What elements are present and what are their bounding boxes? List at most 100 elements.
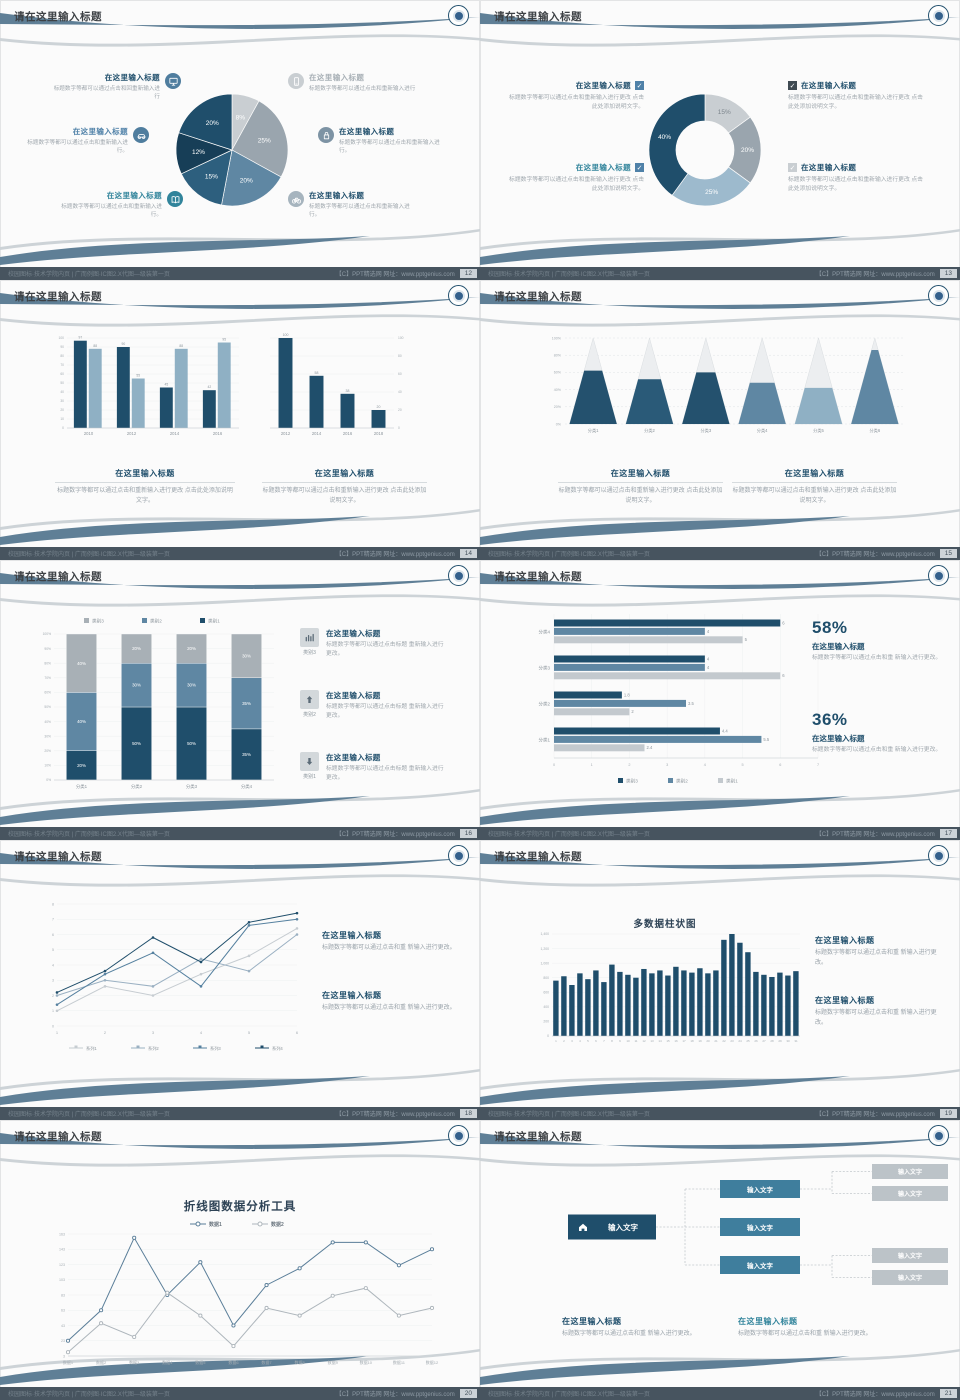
school-badge-logo [448, 1125, 469, 1146]
checkbox-icon[interactable] [635, 81, 644, 90]
badge-core [932, 849, 945, 862]
svg-text:2: 2 [563, 1039, 565, 1043]
slide-title: 请在这里输入标题 [494, 851, 582, 863]
svg-text:分类1: 分类1 [538, 737, 550, 744]
svg-text:20: 20 [398, 408, 402, 412]
footer-left-text: 校园图标·技术学院内页 | 广而例图·IC图2.X代图—级装第一页 [488, 272, 650, 278]
svg-text:50%: 50% [187, 741, 196, 746]
block-title: 在这里输入标题 [55, 468, 235, 483]
svg-text:0: 0 [553, 763, 555, 767]
checkbox-icon[interactable] [788, 81, 797, 90]
footer-site-text: 【C】PPT精选网 网址：www.pptgenius.com [815, 272, 935, 278]
slide-14[interactable]: 请在这里输入标题 0 10 20 30 40 50 60 70 80 90 100 2010 97 88 2… [0, 280, 480, 560]
slide-footer: 校园图标·技术学院内页 | 广而例图·IC图2.X代图—级装第一页 【C】PPT… [0, 267, 480, 280]
svg-text:3.5: 3.5 [688, 701, 694, 706]
svg-text:16: 16 [674, 1039, 678, 1043]
svg-text:5: 5 [248, 1030, 251, 1035]
svg-text:10: 10 [626, 1039, 630, 1043]
slide-21[interactable]: 请在这里输入标题 输入文字 输入文字 输入文字 输入文字 输入文字 输入文字 输入文字 输入文… [480, 1120, 960, 1400]
feature-title: 在这里输入标题 [309, 191, 365, 200]
svg-text:12%: 12% [192, 149, 205, 156]
svg-text:25%: 25% [258, 138, 271, 145]
svg-text:29: 29 [778, 1039, 782, 1043]
slide-20[interactable]: 请在这里输入标题 折线图数据分析工具 数据1 数据2 3 23 43 63 83 103 123… [0, 1120, 480, 1400]
svg-text:100: 100 [398, 336, 404, 340]
svg-text:输入文字: 输入文字 [747, 1261, 774, 1270]
svg-text:400: 400 [543, 1005, 549, 1009]
bar-chart: 0 20 40 60 80 100 2012 100 2014 58 2016 38 2018 20 [262, 330, 424, 452]
svg-text:输入文字: 输入文字 [747, 1185, 774, 1194]
svg-text:40%: 40% [77, 719, 86, 724]
slide-title: 请在这里输入标题 [14, 1131, 102, 1143]
svg-text:2: 2 [631, 709, 634, 714]
svg-text:2: 2 [628, 763, 630, 767]
item-title: 在这里输入标题 [801, 81, 857, 90]
school-badge-logo [448, 565, 469, 586]
slide-18[interactable]: 请在这里输入标题 0 1 2 3 4 5 6 7 8 1 2 3 4 5 6 系列1 系列2 系列3 系列4 在这里… [0, 840, 480, 1120]
school-badge-logo [928, 565, 949, 586]
svg-text:11: 11 [634, 1039, 637, 1043]
block-body: 标题数字等都可以通过点击和重新输入进行更改 点击此处添加说明文字。 [57, 488, 233, 504]
badge-core [932, 569, 945, 582]
slide-17[interactable]: 请在这里输入标题 0 1 2 3 4 5 6 7 分类4 6 4 5 分类3 4 4 6 分类2 1.8 3.5 2 分… [480, 560, 960, 840]
svg-text:分类3: 分类3 [186, 783, 198, 790]
feature-body: 标题数字等都可以通过点击和重新输入进行。 [339, 140, 440, 155]
svg-text:输入文字: 输入文字 [608, 1222, 638, 1232]
checkbox-icon[interactable] [788, 163, 797, 172]
slide-footer: 校园图标·技术学院内页 | 广而例图·IC图2.X代图—级装第一页 【C】PPT… [480, 547, 960, 560]
slide-footer: 校园图标·技术学院内页 | 广而例图·IC图2.X代图—级装第一页 【C】PPT… [480, 827, 960, 840]
svg-text:4: 4 [200, 1030, 203, 1035]
page-number: 14 [459, 549, 477, 558]
svg-text:30%: 30% [44, 734, 51, 738]
bicycle-icon [288, 191, 304, 207]
svg-text:类别2: 类别2 [676, 778, 688, 785]
legend-item-row: 类别3 在这里输入标题 标题数字等都可以通过点击标题 重新输入进行更改。 [300, 628, 472, 658]
slide-footer: 校园图标·技术学院内页 | 广而例图·IC图2.X代图—级装第一页 【C】PPT… [0, 547, 480, 560]
svg-text:输入文字: 输入文字 [898, 1190, 922, 1198]
svg-text:19: 19 [698, 1039, 702, 1043]
slide-footer: 校园图标·技术学院内页 | 广而例图·IC图2.X代图—级装第一页 【C】PPT… [480, 1387, 960, 1400]
school-badge-logo [928, 1125, 949, 1146]
footer-site-text: 【C】PPT精选网 网址：www.pptgenius.com [815, 552, 935, 558]
bottom-swoosh-decoration [480, 1349, 960, 1385]
stat-title: 在这里输入标题 [812, 642, 865, 651]
slide-12[interactable]: 请在这里输入标题 8% 25% 20% 15% 12% 20% 在这里输入标题 标题数字等… [0, 0, 480, 280]
car-icon [133, 127, 149, 143]
block-body: 标题数字等都可以通过点击和重 新输入进行更改。 [738, 1331, 872, 1337]
slide-13[interactable]: 请在这里输入标题 15% 20% 25% 40% 在这里输入标题 标题数字等都可以通过… [480, 0, 960, 280]
slide-15[interactable]: 请在这里输入标题 0% 20% 40% 60% 80% 100% 分类1 分类2 分类3 分类4 分… [480, 280, 960, 560]
category-label: 类别3 [303, 650, 316, 656]
svg-text:4: 4 [579, 1039, 581, 1043]
text-block: 在这里输入标题 标题数字等都可以通过点击和重 新输入进行更改。 [738, 1316, 888, 1340]
svg-text:6: 6 [782, 673, 785, 678]
block-body: 标题数字等都可以通过点击和重 新输入进行更改。 [562, 1331, 696, 1337]
checkbox-icon[interactable] [635, 163, 644, 172]
svg-text:88: 88 [179, 344, 183, 348]
stat-block: 36% 在这里输入标题 标题数字等都可以通过点击和重 新输入进行更改。 [812, 710, 942, 755]
svg-text:2.4: 2.4 [647, 745, 653, 750]
slide-title: 请在这里输入标题 [494, 1131, 582, 1143]
svg-text:数据5: 数据5 [195, 1359, 206, 1365]
svg-text:数据2: 数据2 [96, 1359, 107, 1365]
svg-text:1: 1 [555, 1039, 557, 1043]
slide-19[interactable]: 请在这里输入标题 多数据柱状图 0 200 400 600 800 1,000 1,200 1… [480, 840, 960, 1120]
svg-text:45: 45 [164, 383, 168, 387]
school-badge-logo [448, 285, 469, 306]
svg-text:60%: 60% [554, 371, 562, 375]
svg-text:4: 4 [52, 963, 54, 967]
footer-left-text: 校园图标·技术学院内页 | 广而例图·IC图2.X代图—级装第一页 [488, 1112, 650, 1118]
item-title: 在这里输入标题 [326, 691, 381, 700]
block-body: 标题数字等都可以通过点击和重 新输入进行更改。 [815, 950, 937, 966]
svg-text:7: 7 [817, 763, 819, 767]
svg-text:分类4: 分类4 [241, 783, 253, 790]
svg-text:1: 1 [52, 1009, 54, 1013]
item-body: 标题数字等都可以通过点击标题 重新输入进行更改。 [326, 642, 444, 657]
svg-text:4: 4 [707, 656, 710, 661]
svg-text:90: 90 [60, 345, 64, 349]
chart-title: 多数据柱状图 [633, 919, 697, 930]
slide-16[interactable]: 请在这里输入标题 类别3 类别2 类别1 0% 10% 20% 30% 40% 50% 60% 70… [0, 560, 480, 840]
svg-text:12: 12 [642, 1039, 646, 1043]
svg-text:类别1: 类别1 [726, 778, 738, 785]
svg-text:50%: 50% [132, 741, 141, 746]
